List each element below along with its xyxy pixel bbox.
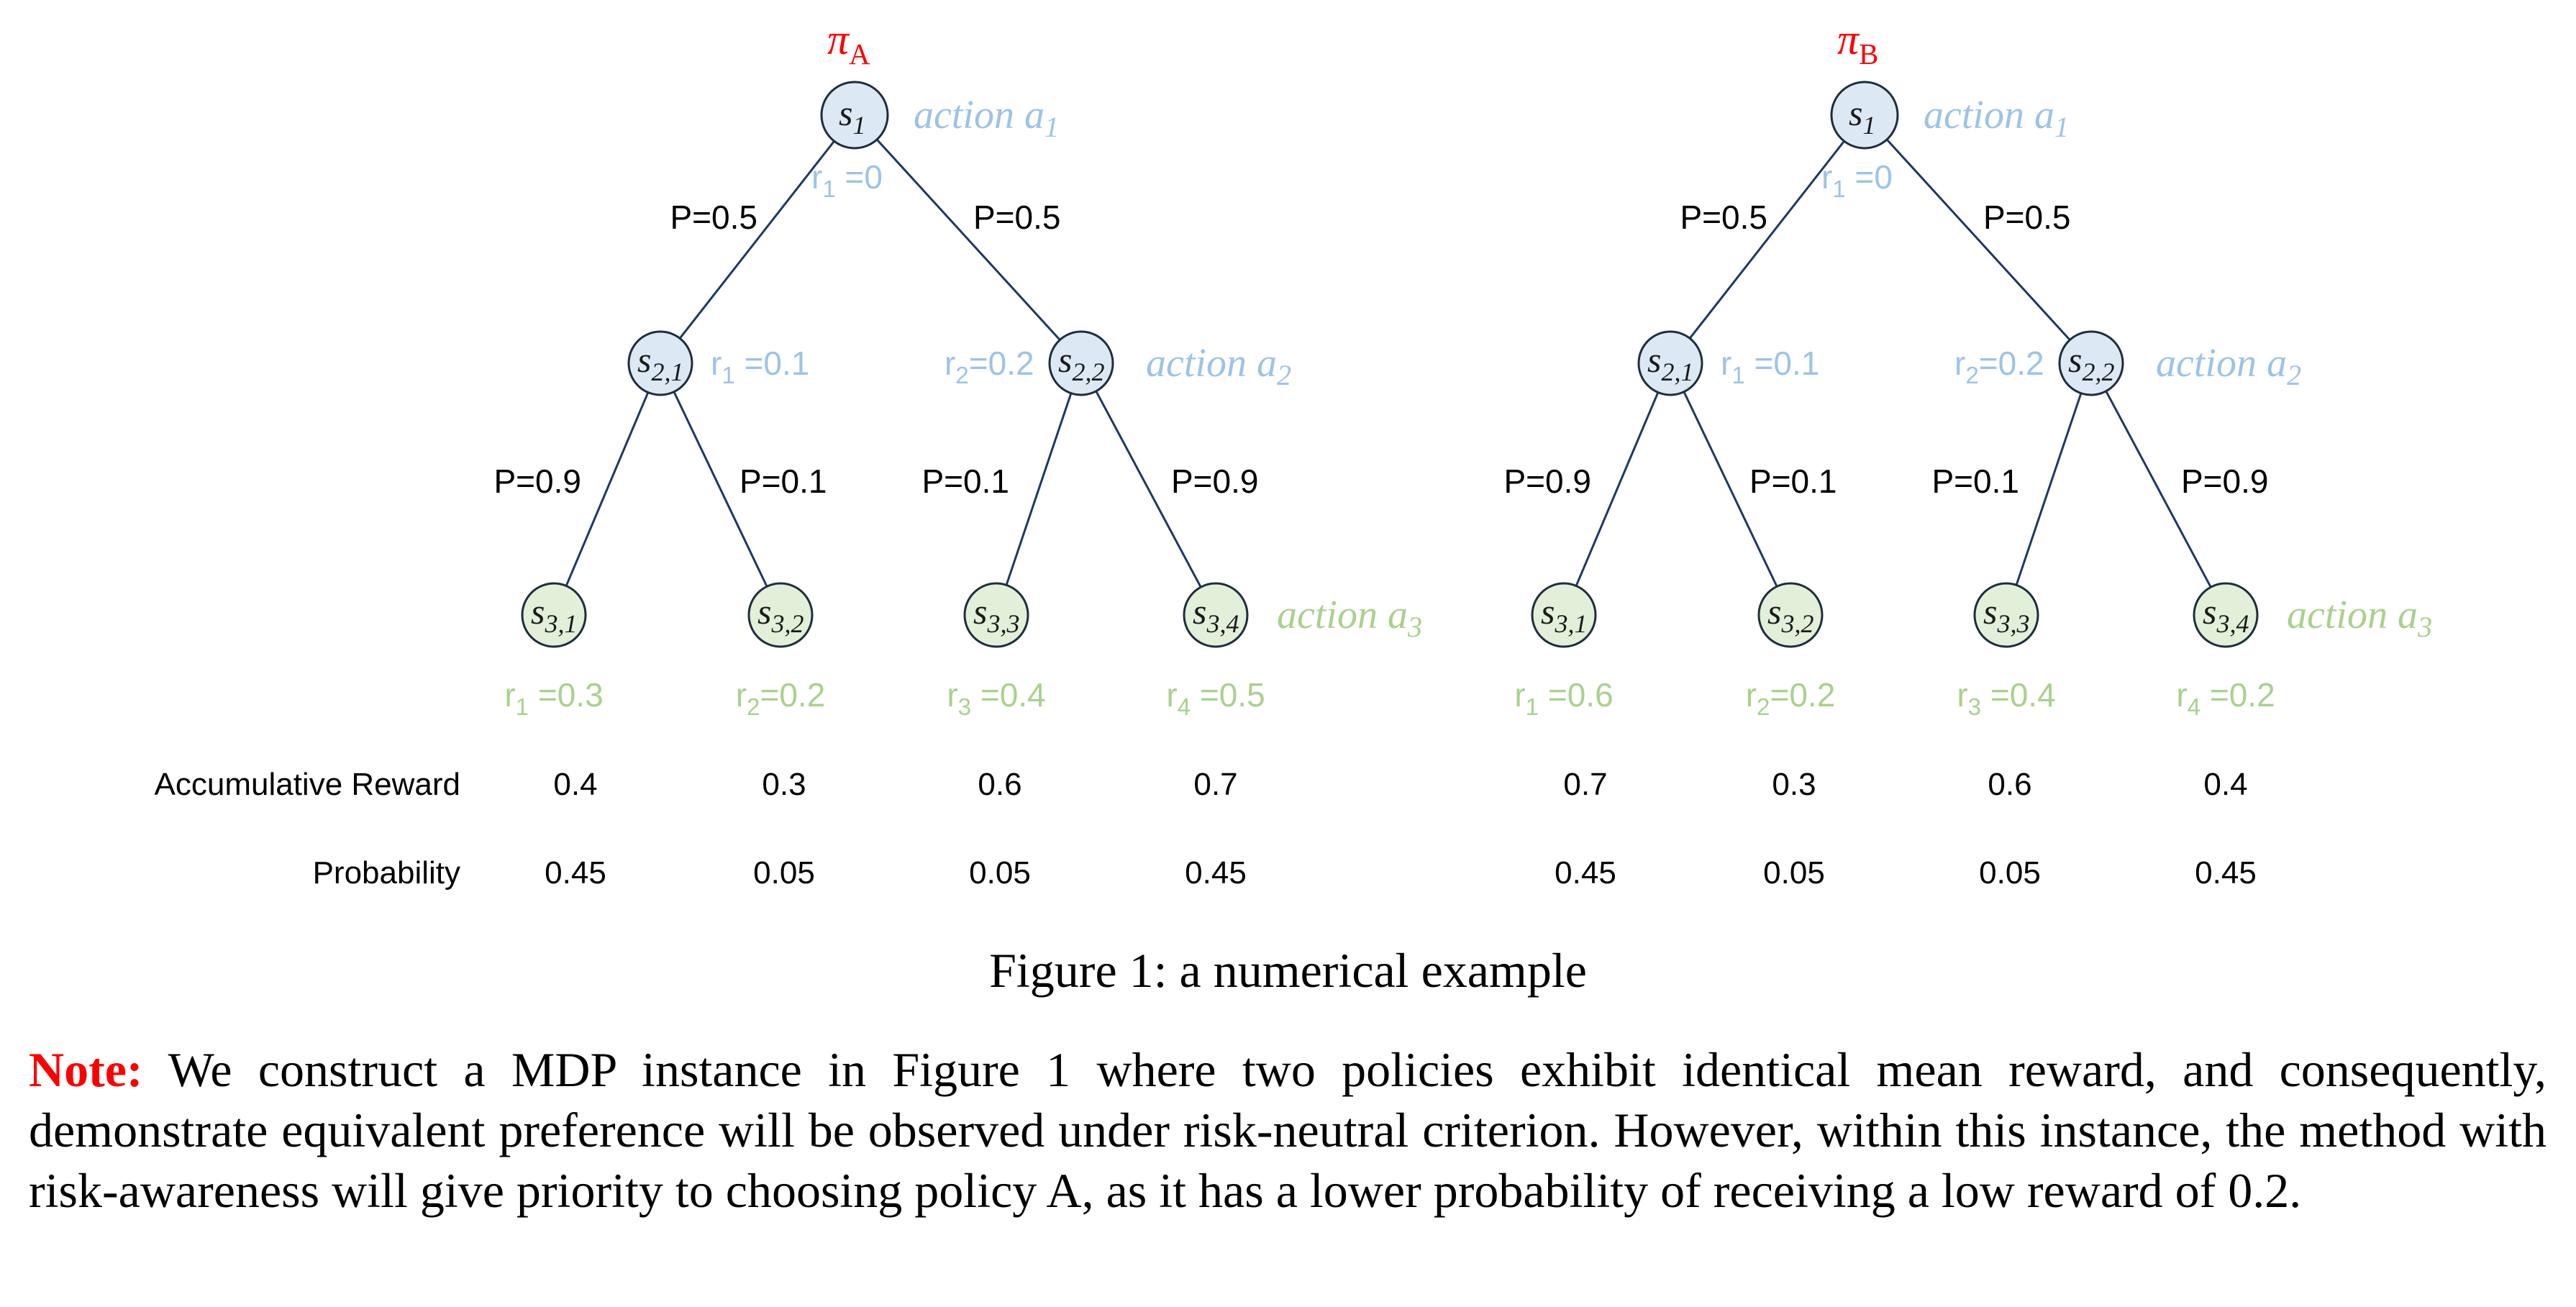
state-label: s3,4 (1193, 591, 1239, 638)
probability-value: 0.45 (1185, 855, 1247, 891)
mdp-figure: πA s1 action a1 r1 =0 P=0.5 P=0.5 s2,1 s2,2 r1 =… (155, 16, 2433, 891)
accumulative-reward-value: 0.7 (1563, 767, 1607, 802)
policy-label: πA (827, 16, 870, 70)
reward-label: r2=0.2 (1746, 676, 1836, 721)
reward-label: r2=0.2 (945, 345, 1034, 389)
reward-label: r1 =0.1 (1721, 345, 1819, 389)
edge-l2-leaf (2015, 393, 2083, 586)
transition-prob-label: P=0.5 (973, 199, 1061, 236)
transition-prob-label: P=0.1 (739, 463, 827, 500)
accumulative-reward-value: 0.6 (978, 767, 1021, 802)
action-label: action a2 (2156, 341, 2301, 391)
transition-prob-label: P=0.9 (494, 463, 582, 500)
state-label: s2,2 (2068, 340, 2114, 386)
reward-label: r1 =0 (1821, 158, 1893, 203)
state-label: s3,3 (973, 591, 1019, 638)
state-label: s1 (839, 93, 865, 140)
reward-label: r3 =0.4 (1957, 676, 2055, 721)
state-node-leaf (1183, 582, 1249, 648)
state-label: s2,2 (1058, 340, 1104, 386)
edge-l2-leaf (565, 391, 650, 587)
edge-l2-leaf (1683, 391, 1778, 587)
transition-prob-label: P=0.1 (922, 463, 1010, 500)
transition-prob-label: P=0.9 (1504, 463, 1592, 500)
reward-label: r3 =0.4 (947, 676, 1045, 721)
transition-prob-label: P=0.5 (1983, 199, 2071, 236)
state-node-leaf (963, 582, 1029, 648)
state-label: s3,1 (1541, 591, 1587, 638)
policy-label: πB (1837, 16, 1878, 70)
probability-value: 0.45 (2195, 855, 2257, 891)
edge-root-right (875, 138, 1061, 341)
transition-prob-label: P=0.1 (1932, 463, 2020, 500)
probability-value: 0.45 (545, 855, 606, 891)
state-label: s2,1 (637, 340, 683, 386)
accumulative-reward-value: 0.6 (1988, 767, 2031, 802)
action-label: action a2 (1146, 341, 1291, 391)
state-label: s3,2 (1767, 591, 1813, 638)
edge-root-left (678, 140, 835, 340)
edge-root-left (1688, 140, 1845, 340)
state-node-leaf (1973, 582, 2039, 648)
transition-prob-label: P=0.5 (670, 199, 758, 236)
accumulative-reward-value: 0.4 (2203, 767, 2247, 802)
transition-prob-label: P=0.9 (2181, 463, 2269, 500)
policy-a-tree: πA s1 action a1 r1 =0 P=0.5 P=0.5 s2,1 s2,2 r1 =… (494, 16, 1423, 891)
action-label: action a1 (914, 93, 1059, 143)
state-label: s1 (1849, 93, 1875, 140)
accumulative-reward-value: 0.4 (553, 767, 597, 802)
probability-value: 0.05 (969, 855, 1031, 891)
state-label: s3,3 (1983, 591, 2029, 638)
probability-value: 0.05 (1763, 855, 1825, 891)
edge-l2-leaf (1575, 391, 1660, 587)
probability-row-label: Probability (313, 855, 460, 891)
action-label: action a3 (1277, 593, 1422, 643)
reward-label: r1 =0 (811, 158, 883, 203)
state-node-level2 (2058, 330, 2124, 396)
transition-prob-label: P=0.9 (1171, 463, 1259, 500)
edge-l2-leaf (1095, 391, 1202, 588)
transition-prob-label: P=0.1 (1749, 463, 1837, 500)
reward-label: r1 =0.1 (711, 345, 809, 389)
state-node-root (820, 81, 889, 150)
accumulative-reward-row-label: Accumulative Reward (155, 767, 461, 802)
state-node-leaf (2193, 582, 2259, 648)
transition-prob-label: P=0.5 (1680, 199, 1768, 236)
state-label: s3,1 (531, 591, 577, 638)
reward-label: r1 =0.3 (504, 676, 603, 721)
state-label: s3,4 (2203, 591, 2249, 638)
action-label: action a1 (1924, 93, 2069, 143)
state-label: s3,2 (757, 591, 804, 638)
state-node-leaf (1757, 582, 1824, 648)
state-node-level2 (1048, 330, 1114, 396)
reward-label: r2=0.2 (736, 676, 826, 721)
policy-b-tree: πB s1 action a1 r1 =0 P=0.5 P=0.5 s2,1 s2,2 r1 =… (1504, 16, 2433, 891)
note-paragraph: Note: We construct a MDP instance in Fig… (29, 1039, 2547, 1221)
state-node-root (1830, 81, 1899, 150)
accumulative-reward-value: 0.3 (1772, 767, 1816, 802)
edge-l2-leaf (1005, 393, 1073, 586)
reward-label: r4 =0.2 (2176, 676, 2275, 721)
note-label: Note: (29, 1042, 143, 1097)
reward-label: r1 =0.6 (1514, 676, 1613, 721)
accumulative-reward-value: 0.3 (762, 767, 806, 802)
accumulative-reward-value: 0.7 (1193, 767, 1237, 802)
state-label: s2,1 (1647, 340, 1693, 386)
state-node-level2 (1637, 330, 1703, 396)
note-text: We construct a MDP instance in Figure 1 … (29, 1042, 2547, 1218)
probability-value: 0.45 (1555, 855, 1616, 891)
figure-caption: Figure 1: a numerical example (989, 943, 1587, 998)
action-label: action a3 (2287, 593, 2432, 643)
state-node-leaf (1531, 582, 1597, 648)
probability-value: 0.05 (753, 855, 815, 891)
state-node-leaf (747, 582, 814, 648)
probability-value: 0.05 (1979, 855, 2041, 891)
edge-root-right (1885, 138, 2071, 341)
edge-l2-leaf (2105, 391, 2212, 588)
state-node-leaf (521, 582, 587, 648)
edge-l2-leaf (673, 391, 768, 587)
reward-label: r2=0.2 (1954, 345, 2044, 389)
reward-label: r4 =0.5 (1166, 676, 1265, 721)
state-node-level2 (627, 330, 693, 396)
